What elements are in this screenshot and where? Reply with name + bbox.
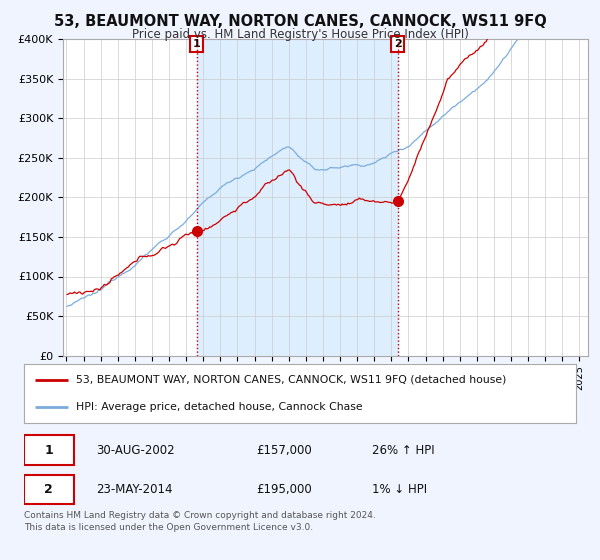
Text: 53, BEAUMONT WAY, NORTON CANES, CANNOCK, WS11 9FQ: 53, BEAUMONT WAY, NORTON CANES, CANNOCK,… [53, 14, 547, 29]
Bar [197, 39, 398, 356]
Text: 26% ↑ HPI: 26% ↑ HPI [372, 444, 434, 457]
FancyBboxPatch shape [24, 475, 74, 505]
Text: HPI: Average price, detached house, Cannock Chase: HPI: Average price, detached house, Cann… [76, 402, 363, 412]
Text: 53, BEAUMONT WAY, NORTON CANES, CANNOCK, WS11 9FQ (detached house): 53, BEAUMONT WAY, NORTON CANES, CANNOCK,… [76, 375, 507, 385]
Text: 30-AUG-2002: 30-AUG-2002 [96, 444, 175, 457]
Text: £195,000: £195,000 [256, 483, 311, 496]
Text: £157,000: £157,000 [256, 444, 311, 457]
Text: 2: 2 [44, 483, 53, 496]
Text: 2: 2 [394, 39, 401, 49]
Text: 1: 1 [193, 39, 200, 49]
Text: 1: 1 [44, 444, 53, 457]
Text: 23-MAY-2014: 23-MAY-2014 [96, 483, 172, 496]
Text: Price paid vs. HM Land Registry's House Price Index (HPI): Price paid vs. HM Land Registry's House … [131, 28, 469, 41]
Text: Contains HM Land Registry data © Crown copyright and database right 2024.
This d: Contains HM Land Registry data © Crown c… [24, 511, 376, 531]
FancyBboxPatch shape [24, 436, 74, 465]
Text: 1% ↓ HPI: 1% ↓ HPI [372, 483, 427, 496]
